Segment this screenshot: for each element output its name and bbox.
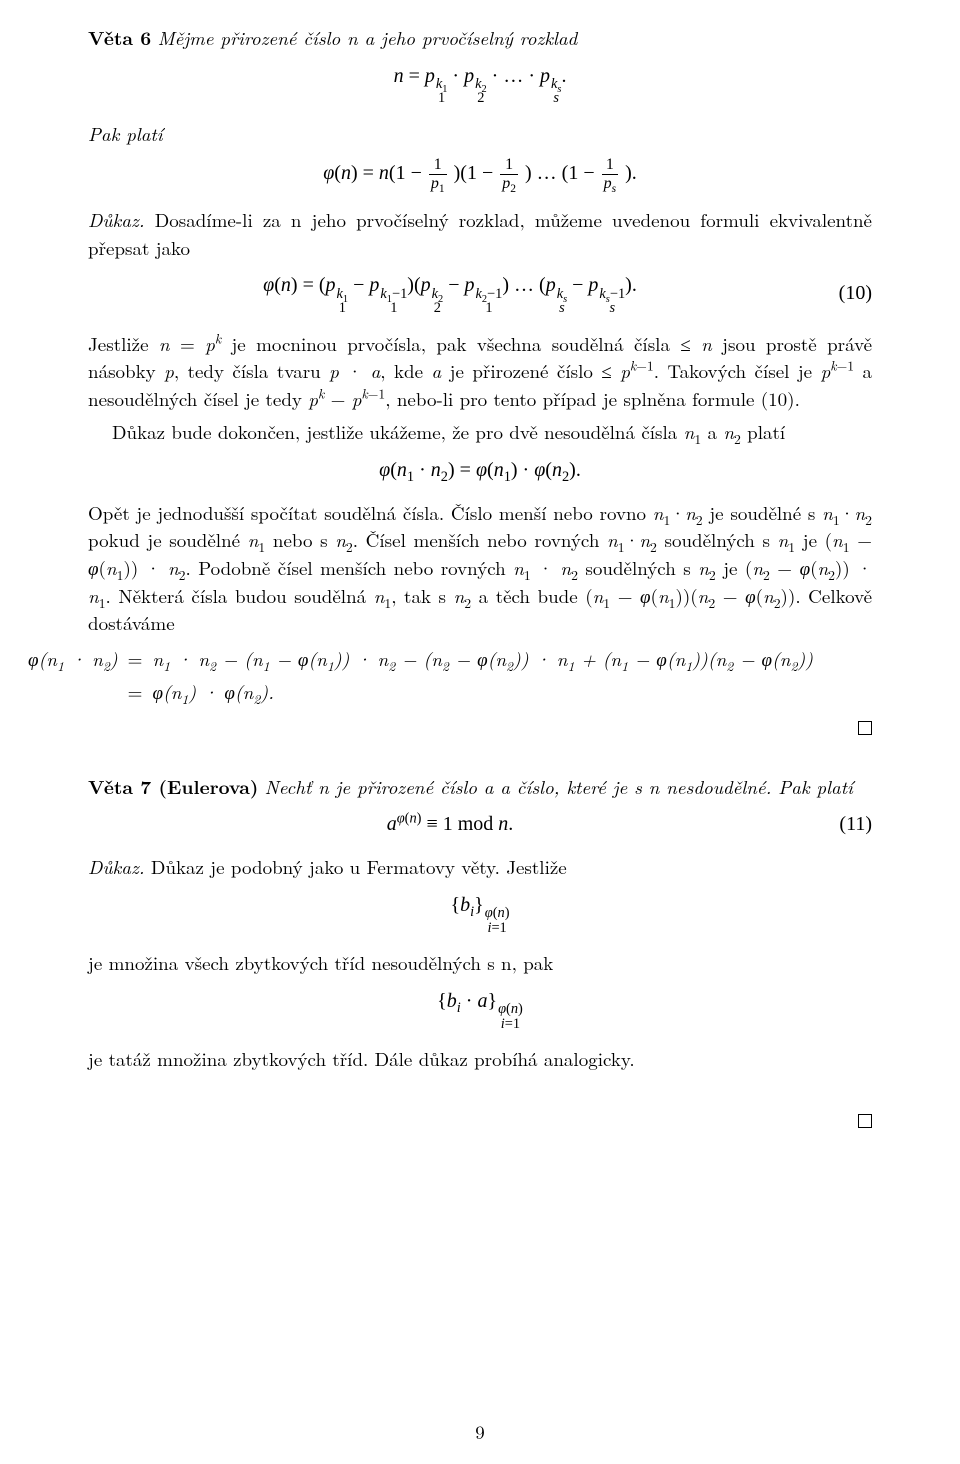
eq-n-text: n = pk11 · pk22 · … · pkss.: [394, 65, 567, 87]
eq-11-number: (11): [812, 810, 872, 839]
qed-veta7: [88, 1105, 872, 1134]
para-jestlize: Jestliže n = pk je mocninou prvočísla, p…: [88, 330, 872, 413]
dukaz-text: Dosadíme-li za n jeho prvočíselný rozkla…: [88, 206, 872, 261]
dukaz7-label: Důkaz.: [88, 853, 145, 880]
veta6-statement: Mějme přirozené číslo n a jeho prvočísel…: [158, 24, 578, 51]
eq-phi-mult: φ(n1 · n2) = φ(n1) · φ(n2).: [88, 456, 872, 485]
eqarr-r2: φ(n1) · φ(n2).: [152, 678, 813, 706]
eqarr-r1: n1 · n2 − (n1 − φ(n1)) · n2 − (n2 − φ(n2…: [152, 645, 813, 673]
eq-10-number: (10): [812, 279, 872, 308]
dukaz-label: Důkaz.: [88, 206, 145, 233]
eq-bia-set: {bi · a}φ(n)i=1: [88, 987, 872, 1031]
eq-10-body: φ(n) = (pk11 − pk1−11)(pk22 − pk2−11) … …: [88, 271, 812, 315]
para-opet: Opět je jednodušší spočítat soudělná čís…: [88, 499, 872, 637]
para-tataz: je tatáž množina zbytkových tříd. Dále d…: [88, 1045, 872, 1073]
eq-n-factorization: n = pk11 · pk22 · … · pkss.: [88, 62, 872, 106]
veta7-proof-intro: Důkaz. Důkaz je podobný jako u Fermatovy…: [88, 853, 872, 881]
eqarr-m2: =: [128, 678, 143, 706]
para-mnozina: je množina všech zbytkových tříd nesoudě…: [88, 949, 872, 977]
eq-11: aφ(n) ≡ 1 mod n. (11): [88, 810, 872, 839]
qed-veta6: [88, 712, 872, 741]
para-dukaz-bude: Důkaz bude dokončen, jestliže ukážeme, ž…: [88, 418, 872, 446]
eqarr-l1: φ(n1 · n2): [28, 645, 118, 673]
dukaz7-text: Důkaz je podobný jako u Fermatovy věty. …: [145, 853, 567, 880]
eq-bi-set: {bi}φ(n)i=1: [88, 891, 872, 935]
eq-phi-text: φ(n) = n(1 − 1p1 )(1 − 1p2 ) … (1 − 1ps …: [323, 162, 637, 184]
veta7-statement: Nechť n je přirozené číslo a a číslo, kt…: [265, 773, 853, 800]
eqarr-m1: =: [128, 645, 143, 673]
eq-array-phi: φ(n1 · n2) = n1 · n2 − (n1 − φ(n1)) · n2…: [28, 645, 872, 706]
veta6-label: Věta 6: [88, 23, 151, 51]
pak-plati: Pak platí: [88, 120, 872, 148]
page-number: 9: [0, 1418, 960, 1446]
eq-phi-product: φ(n) = n(1 − 1p1 )(1 − 1p2 ) … (1 − 1ps …: [88, 157, 872, 192]
veta7-heading: Věta 7 (Eulerova) Nechť n je přirozené č…: [88, 773, 872, 801]
veta7-label: Věta 7 (Eulerova): [88, 772, 258, 800]
eq-10: φ(n) = (pk11 − pk1−11)(pk22 − pk2−11) … …: [88, 271, 872, 315]
veta6-proof-intro: Důkaz. Dosadíme-li za n jeho prvočíselný…: [88, 206, 872, 261]
eq-11-body: aφ(n) ≡ 1 mod n.: [88, 810, 812, 839]
veta6-heading: Věta 6 Mějme přirozené číslo n a jeho pr…: [88, 24, 872, 52]
